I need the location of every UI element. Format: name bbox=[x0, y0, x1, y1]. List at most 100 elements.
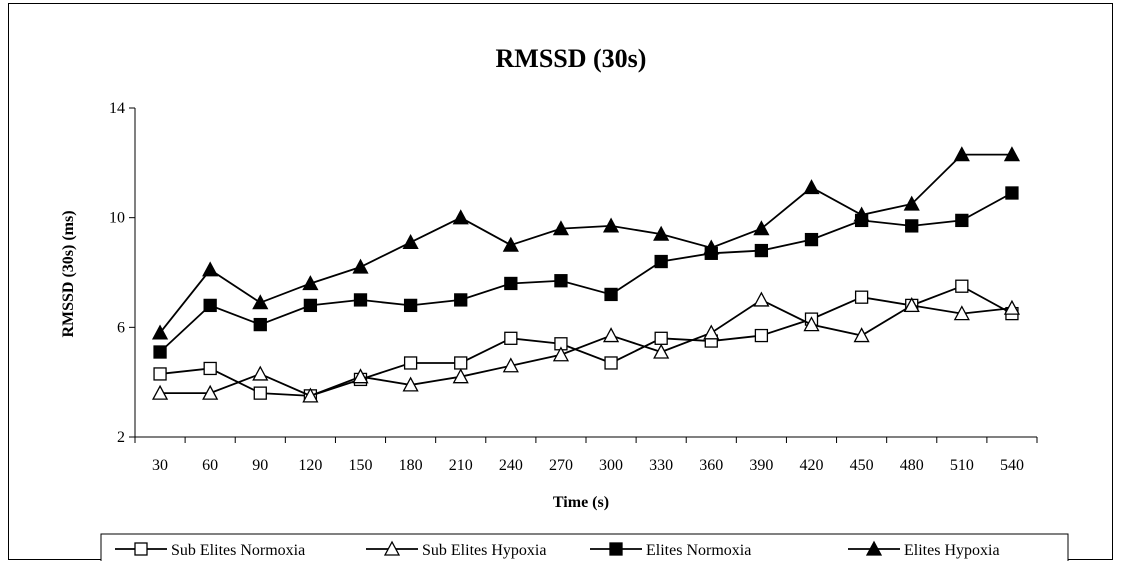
data-point bbox=[454, 293, 468, 307]
data-point bbox=[302, 275, 319, 291]
data-point bbox=[753, 291, 770, 307]
x-axis-title: Time (s) bbox=[553, 494, 609, 511]
y-tick-label: 10 bbox=[109, 210, 125, 227]
data-point bbox=[1003, 146, 1021, 162]
data-point bbox=[352, 368, 369, 384]
data-point bbox=[703, 324, 720, 340]
data-point bbox=[803, 316, 820, 332]
data-point bbox=[552, 346, 570, 362]
data-point bbox=[703, 239, 720, 255]
x-tick-label: 540 bbox=[1000, 457, 1024, 474]
data-point bbox=[955, 213, 969, 228]
data-point bbox=[202, 384, 219, 400]
legend-marker bbox=[609, 542, 623, 556]
data-point bbox=[654, 331, 668, 345]
data-point bbox=[203, 361, 217, 376]
data-point bbox=[454, 356, 468, 370]
legend-label: Sub Elites Hypoxia bbox=[422, 542, 546, 559]
data-point bbox=[654, 254, 668, 269]
legend-marker bbox=[865, 540, 883, 556]
legend-label: Elites Normoxia bbox=[646, 542, 751, 559]
data-point bbox=[452, 209, 469, 225]
chart-title: RMSSD (30s) bbox=[496, 44, 647, 73]
axes: 2 6 10 14 30 60 90 120 150 180 210 240 270 300 330 360 3… bbox=[109, 100, 1038, 474]
data-point bbox=[153, 345, 167, 359]
x-tick-label: 150 bbox=[349, 457, 373, 474]
data-point bbox=[602, 217, 620, 233]
data-point bbox=[604, 356, 618, 370]
series-4 bbox=[151, 146, 1021, 340]
x-tick-label: 480 bbox=[900, 457, 924, 474]
x-tick-label: 240 bbox=[499, 457, 523, 474]
data-point bbox=[252, 365, 269, 381]
data-point bbox=[252, 294, 269, 310]
data-point bbox=[1005, 186, 1019, 200]
data-point bbox=[853, 327, 870, 343]
data-point bbox=[854, 290, 869, 304]
data-point bbox=[753, 220, 770, 236]
x-tick-label: 120 bbox=[298, 457, 322, 474]
series-line bbox=[159, 153, 1012, 334]
data-point bbox=[452, 368, 469, 384]
series-line bbox=[160, 298, 1013, 397]
x-tick-label: 330 bbox=[649, 457, 673, 474]
data-point bbox=[905, 219, 919, 233]
legend-item: Elites Hypoxia bbox=[848, 540, 1000, 559]
x-tick-label: 390 bbox=[749, 457, 773, 474]
data-point bbox=[202, 261, 219, 277]
data-point bbox=[504, 331, 518, 345]
data-point bbox=[953, 146, 970, 162]
chart-frame: RMSSD (30s) RMSSD (30s) (ms) Time (s) 2 6… bbox=[8, 3, 1113, 561]
data-point bbox=[604, 287, 618, 302]
data-point bbox=[502, 236, 519, 252]
data-point bbox=[352, 258, 369, 274]
series-line bbox=[159, 285, 1013, 397]
x-tick-label: 360 bbox=[699, 457, 723, 474]
data-point bbox=[853, 206, 870, 222]
data-point bbox=[1003, 299, 1021, 315]
data-point bbox=[754, 243, 769, 258]
legend-item: Sub Elites Normoxia bbox=[115, 542, 305, 559]
data-point bbox=[803, 179, 820, 195]
data-point bbox=[955, 279, 969, 293]
data-point bbox=[151, 324, 169, 340]
data-point bbox=[552, 220, 570, 236]
data-point bbox=[203, 298, 217, 313]
data-point bbox=[754, 328, 769, 343]
data-point bbox=[504, 276, 518, 291]
series-line bbox=[159, 192, 1013, 353]
x-tick-label: 420 bbox=[800, 457, 824, 474]
x-tick-label: 60 bbox=[202, 457, 218, 474]
legend-label: Sub Elites Normoxia bbox=[171, 542, 305, 559]
legend: Sub Elites Normoxia Sub Elites Hypoxia Eli… bbox=[100, 533, 1069, 561]
data-point bbox=[903, 297, 920, 313]
rmssd-line-chart: RMSSD (30s) RMSSD (30s) (ms) Time (s) 2 6… bbox=[60, 44, 1069, 561]
data-point bbox=[302, 387, 319, 403]
x-tick-label: 180 bbox=[399, 457, 423, 474]
data-point bbox=[303, 298, 318, 313]
data-point bbox=[402, 376, 419, 392]
data-point bbox=[153, 367, 167, 381]
y-tick-label: 6 bbox=[117, 319, 125, 336]
legend-box bbox=[100, 533, 1069, 561]
data-point bbox=[653, 343, 670, 359]
data-point bbox=[653, 225, 670, 241]
data-point bbox=[353, 293, 368, 307]
x-tick-label: 300 bbox=[599, 457, 623, 474]
x-tick-label: 30 bbox=[152, 457, 168, 474]
legend-item: Elites Normoxia bbox=[590, 542, 751, 559]
data-point bbox=[253, 386, 267, 400]
legend-marker bbox=[134, 542, 148, 556]
x-tick-label: 270 bbox=[549, 457, 573, 474]
series-3 bbox=[153, 186, 1019, 359]
data-point bbox=[554, 274, 568, 288]
data-point bbox=[602, 327, 620, 343]
data-point bbox=[502, 357, 519, 373]
series-group bbox=[151, 146, 1021, 403]
x-tick-label: 90 bbox=[252, 457, 268, 474]
series-2 bbox=[151, 291, 1021, 403]
legend-marker bbox=[383, 540, 401, 556]
data-point bbox=[402, 233, 419, 249]
data-point bbox=[253, 317, 267, 332]
data-point bbox=[953, 305, 970, 321]
